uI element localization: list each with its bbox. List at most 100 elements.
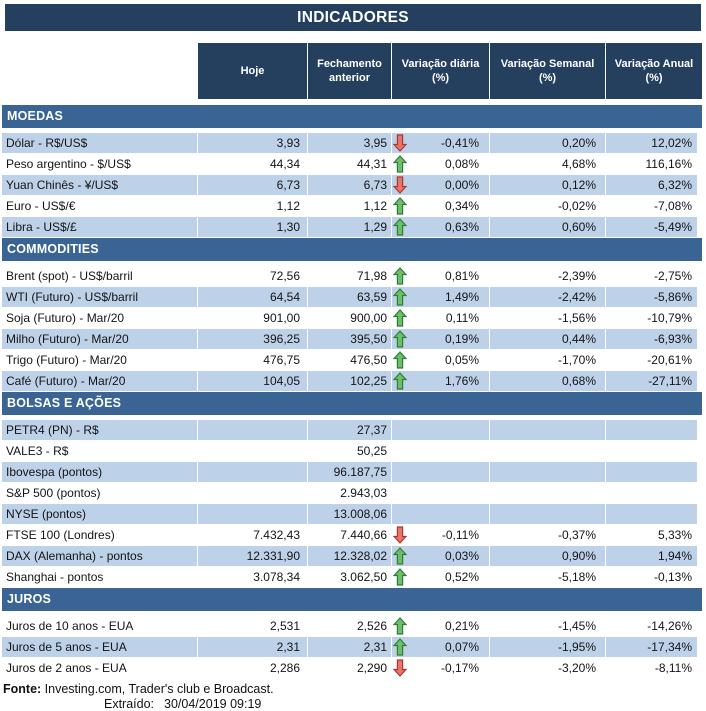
- variacao-diaria-cell: [392, 504, 490, 524]
- up-arrow-icon: [393, 155, 407, 173]
- variacao-semanal-cell: [490, 504, 606, 524]
- variacao-semanal-cell: 0,60%: [490, 217, 606, 237]
- fechamento-cell: 900,00: [308, 308, 392, 328]
- variacao-diaria-cell: 0,03%: [392, 546, 490, 566]
- variacao-semanal-cell: 0,90%: [490, 546, 606, 566]
- hoje-cell: 72,56: [198, 266, 308, 286]
- fechamento-cell: 6,73: [308, 175, 392, 195]
- table-body: MOEDAS Dólar - R$/US$ 3,93 3,95 -0,41% 0,20% 1…: [0, 105, 706, 678]
- row-label-cell: FTSE 100 (Londres): [2, 525, 198, 545]
- variacao-diaria-cell: 0,63%: [392, 217, 490, 237]
- variacao-semanal-cell: [490, 462, 606, 482]
- variacao-anual-cell: [606, 441, 698, 461]
- variacao-semanal-cell: -1,70%: [490, 350, 606, 370]
- variacao-anual-cell: -5,86%: [606, 287, 698, 307]
- hoje-cell: 64,54: [198, 287, 308, 307]
- column-header-variacao-anual: Variação Anual (%): [606, 43, 702, 99]
- column-header-fechamento-anterior: Fechamento anterior: [308, 43, 392, 99]
- variacao-anual-cell: -10,79%: [606, 308, 698, 328]
- fechamento-cell: 3,95: [308, 133, 392, 153]
- variacao-semanal-cell: -1,45%: [490, 616, 606, 636]
- variacao-anual-cell: -2,75%: [606, 266, 698, 286]
- table-row: NYSE (pontos) 13.008,06: [2, 504, 698, 524]
- fechamento-cell: 12.328,02: [308, 546, 392, 566]
- variacao-anual-cell: 6,32%: [606, 175, 698, 195]
- header-spacer: [2, 43, 198, 99]
- variacao-diaria-cell: 1,49%: [392, 287, 490, 307]
- table-row: Ibovespa (pontos) 96.187,75: [2, 462, 698, 482]
- extracted-value: 30/04/2019 09:19: [164, 697, 262, 711]
- table-row: PETR4 (PN) - R$ 27,37: [2, 420, 698, 440]
- variacao-semanal-cell: 0,12%: [490, 175, 606, 195]
- hoje-cell: 3,93: [198, 133, 308, 153]
- row-label-cell: NYSE (pontos): [2, 504, 198, 524]
- table-row: FTSE 100 (Londres) 7.432,43 7.440,66 -0,11%…: [2, 525, 698, 545]
- variacao-diaria-cell: [392, 483, 490, 503]
- variacao-anual-cell: -7,08%: [606, 196, 698, 216]
- table-row: Juros de 2 anos - EUA 2,286 2,290 -0,17% -3,…: [2, 658, 698, 678]
- hoje-cell: 3.078,34: [198, 567, 308, 587]
- extracted-label: Extraído:: [104, 697, 155, 711]
- fechamento-cell: 476,50: [308, 350, 392, 370]
- down-arrow-icon: [393, 134, 407, 152]
- variacao-diaria-cell: [392, 462, 490, 482]
- fechamento-cell: 102,25: [308, 371, 392, 391]
- variacao-semanal-cell: -1,56%: [490, 308, 606, 328]
- down-arrow-icon: [393, 176, 407, 194]
- row-label-cell: Shanghai - pontos: [2, 567, 198, 587]
- down-arrow-icon: [393, 526, 407, 544]
- table-row: Trigo (Futuro) - Mar/20 476,75 476,50 0,05%…: [2, 350, 698, 370]
- row-label-cell: Juros de 5 anos - EUA: [2, 637, 198, 657]
- hoje-cell: 476,75: [198, 350, 308, 370]
- variacao-anual-cell: -20,61%: [606, 350, 698, 370]
- table-row: Soja (Futuro) - Mar/20 901,00 900,00 0,11% -…: [2, 308, 698, 328]
- variacao-semanal-cell: -0,02%: [490, 196, 606, 216]
- variacao-anual-cell: -17,34%: [606, 637, 698, 657]
- fechamento-cell: 2,290: [308, 658, 392, 678]
- hoje-cell: 2,286: [198, 658, 308, 678]
- fechamento-cell: 2,31: [308, 637, 392, 657]
- variacao-semanal-cell: -1,95%: [490, 637, 606, 657]
- fechamento-cell: 27,37: [308, 420, 392, 440]
- variacao-semanal-cell: 0,68%: [490, 371, 606, 391]
- table-row: Juros de 5 anos - EUA 2,31 2,31 0,07% -1,95%…: [2, 637, 698, 657]
- hoje-cell: 396,25: [198, 329, 308, 349]
- section-header-bolsas-e-acoes: BOLSAS E AÇÕES: [2, 392, 702, 415]
- variacao-diaria-cell: 1,76%: [392, 371, 490, 391]
- fechamento-cell: 1,29: [308, 217, 392, 237]
- fechamento-cell: 1,12: [308, 196, 392, 216]
- source-line: Fonte: Investing.com, Trader's club e Br…: [3, 682, 706, 696]
- variacao-semanal-cell: 0,20%: [490, 133, 606, 153]
- fechamento-cell: 395,50: [308, 329, 392, 349]
- row-label-cell: Ibovespa (pontos): [2, 462, 198, 482]
- row-label-cell: Dólar - R$/US$: [2, 133, 198, 153]
- source-text: Investing.com, Trader's club e Broadcast…: [41, 682, 274, 696]
- row-label-cell: Yuan Chinês - ¥/US$: [2, 175, 198, 195]
- table-row: Euro - US$/€ 1,12 1,12 0,34% -0,02% -7,08%: [2, 196, 698, 216]
- variacao-semanal-cell: -5,18%: [490, 567, 606, 587]
- table-row: Yuan Chinês - ¥/US$ 6,73 6,73 0,00% 0,12% 6,3…: [2, 175, 698, 195]
- variacao-semanal-cell: [490, 420, 606, 440]
- variacao-anual-cell: 1,94%: [606, 546, 698, 566]
- up-arrow-icon: [393, 267, 407, 285]
- table-row: Juros de 10 anos - EUA 2,531 2,526 0,21% -1,…: [2, 616, 698, 636]
- variacao-diaria-cell: 0,52%: [392, 567, 490, 587]
- table-row: VALE3 - R$ 50,25: [2, 441, 698, 461]
- row-label-cell: Juros de 2 anos - EUA: [2, 658, 198, 678]
- table-row: Shanghai - pontos 3.078,34 3.062,50 0,52% -5…: [2, 567, 698, 587]
- page: INDICADORES Hoje Fechamento anterior Varia…: [0, 4, 706, 711]
- row-label-cell: Euro - US$/€: [2, 196, 198, 216]
- fechamento-cell: 44,31: [308, 154, 392, 174]
- source-label: Fonte:: [3, 682, 42, 696]
- hoje-cell: [198, 483, 308, 503]
- page-title: INDICADORES: [297, 8, 409, 26]
- fechamento-cell: 96.187,75: [308, 462, 392, 482]
- title-bar: INDICADORES: [5, 4, 701, 31]
- table-row: Brent (spot) - US$/barril 72,56 71,98 0,81%…: [2, 266, 698, 286]
- section-header-juros: JUROS: [2, 588, 702, 611]
- variacao-diaria-cell: 0,21%: [392, 616, 490, 636]
- up-arrow-icon: [393, 547, 407, 565]
- hoje-cell: 12.331,90: [198, 546, 308, 566]
- variacao-semanal-cell: [490, 483, 606, 503]
- fechamento-cell: 71,98: [308, 266, 392, 286]
